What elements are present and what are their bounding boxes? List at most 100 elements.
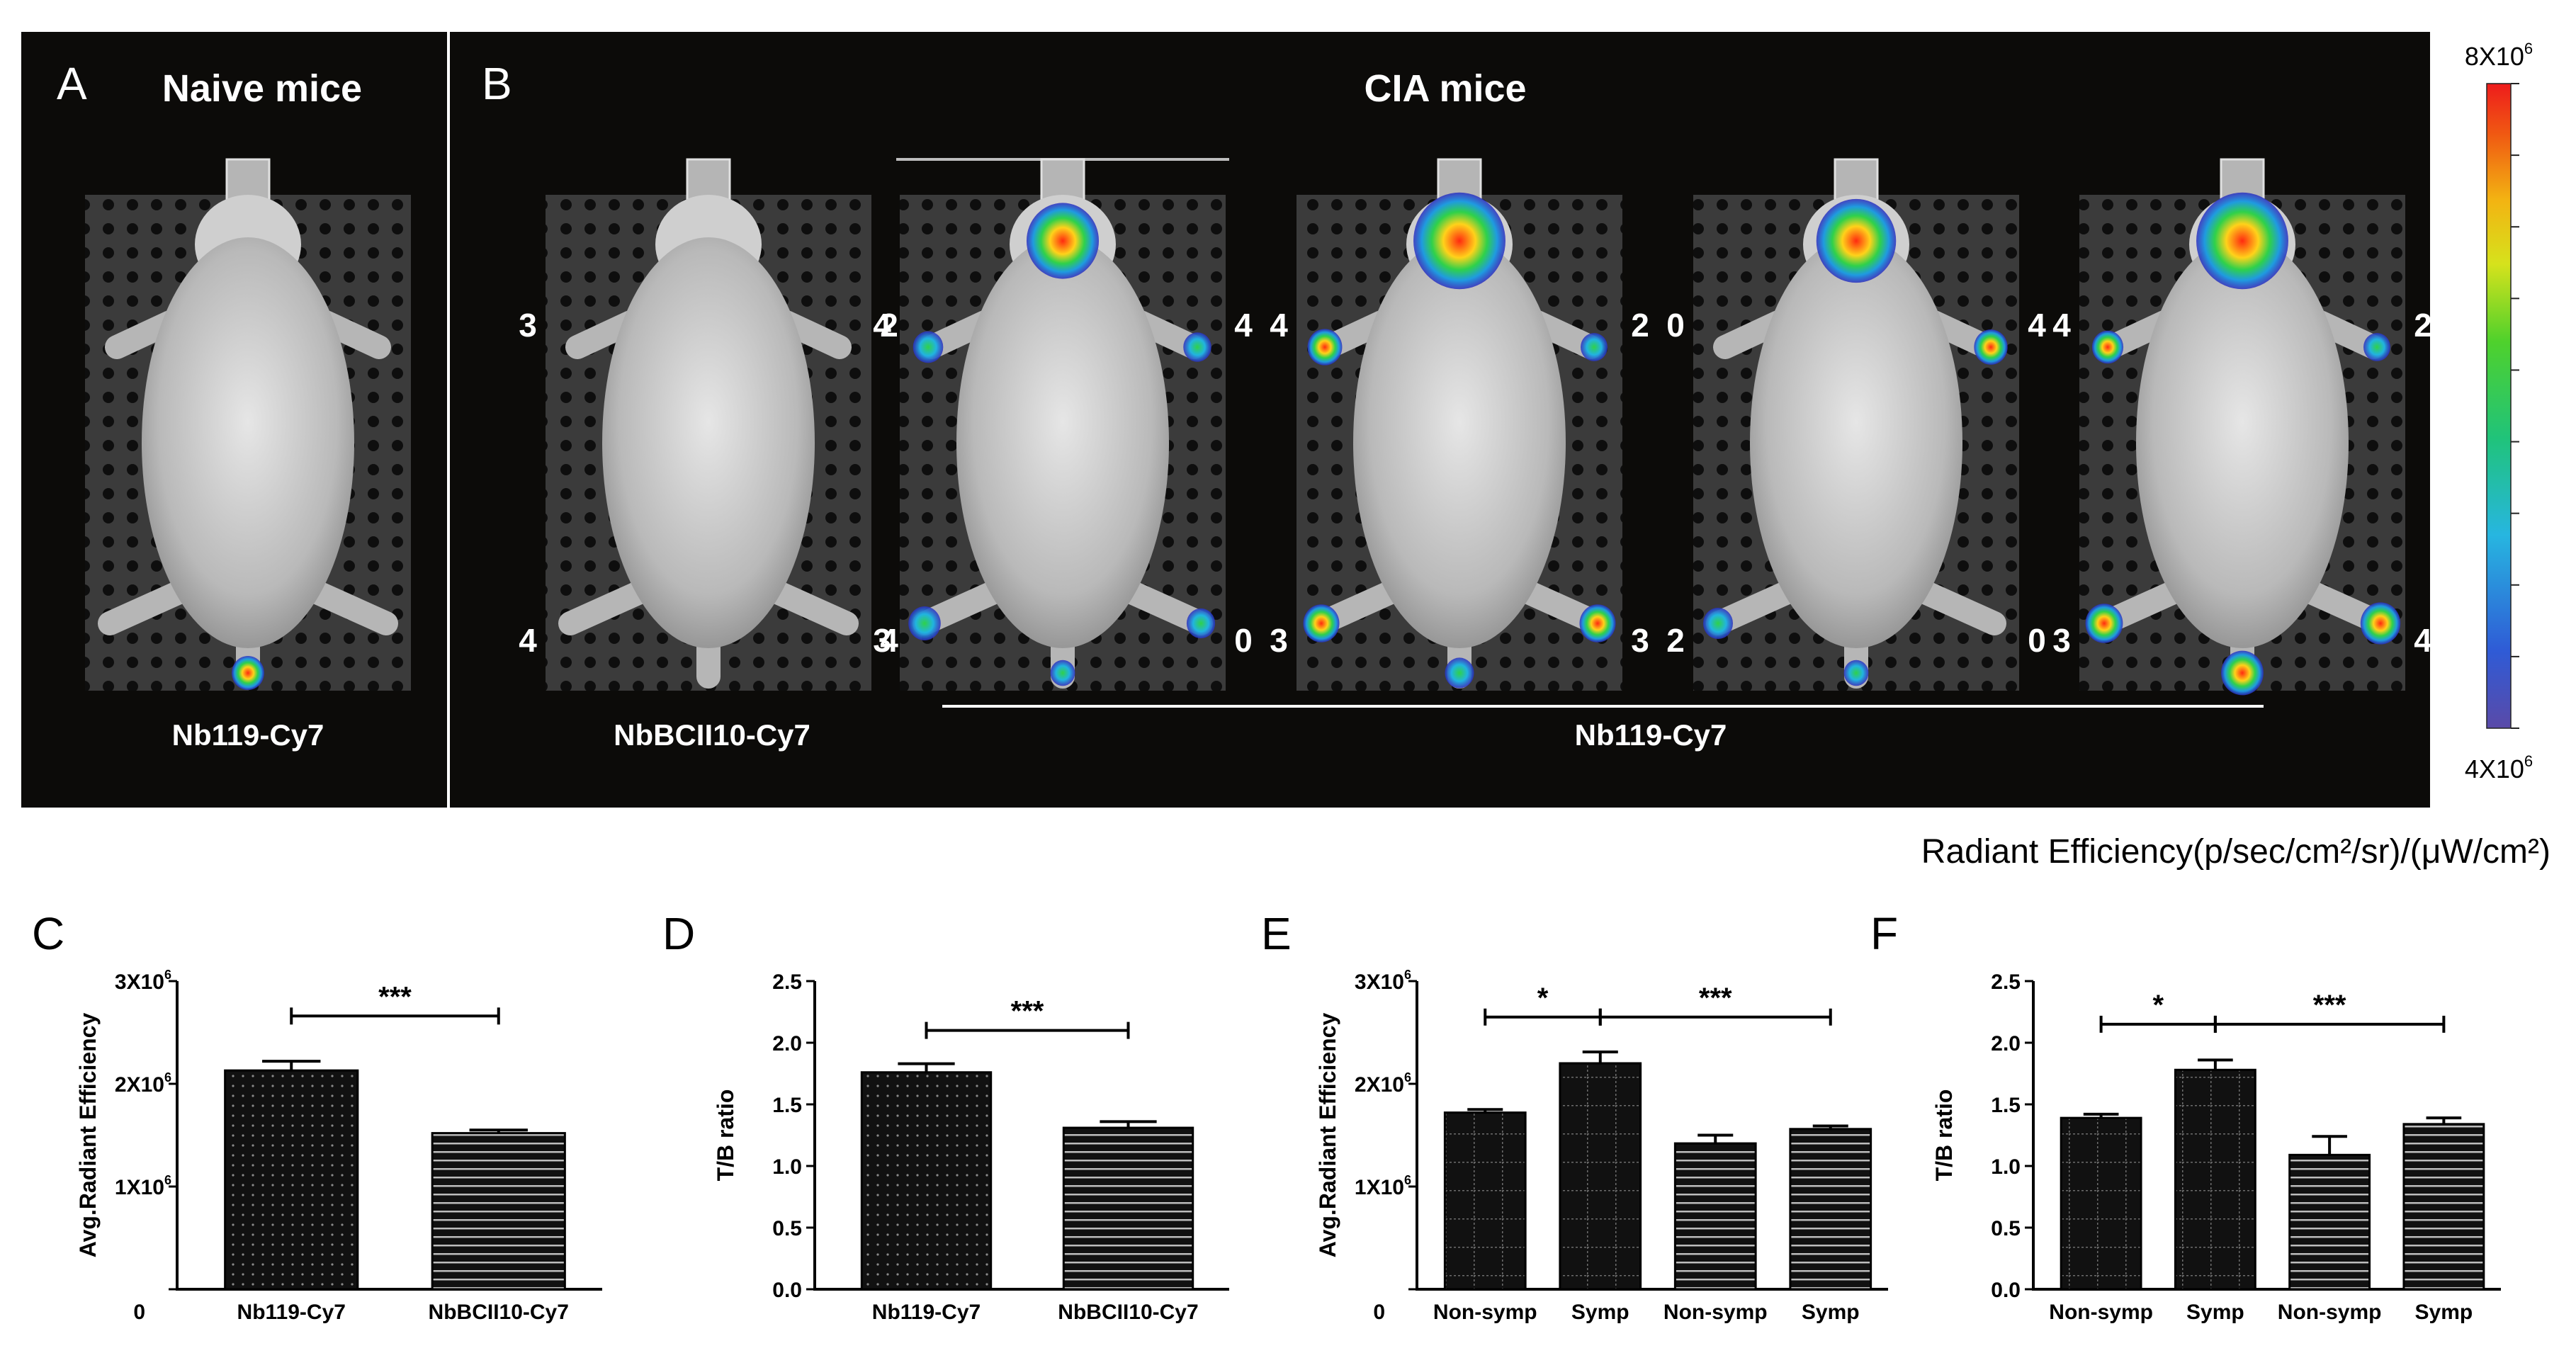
- mouse-body: [956, 237, 1169, 648]
- score-right-front: 2: [880, 307, 898, 344]
- score-left-hind: 3: [1270, 622, 1288, 659]
- mouse-body: [1353, 237, 1566, 648]
- y-tick-label: 0.0: [1991, 1279, 2021, 1302]
- y-tick-label: 1.5: [772, 1094, 802, 1117]
- cia-mice-title: CIA mice: [1364, 67, 1526, 110]
- mouse-image: [85, 158, 411, 691]
- y-axis-label: Avg.Radiant Efficiency: [75, 1013, 101, 1258]
- y-tick-label: 2.5: [1991, 970, 2021, 994]
- significance-label: *: [1537, 983, 1549, 1014]
- x-tick-label: Nb119-Cy7: [237, 1301, 346, 1324]
- bar: [431, 1132, 566, 1291]
- mouse-body: [2136, 237, 2349, 648]
- score-right-hind: 3: [1631, 622, 1649, 659]
- mouse-body: [142, 237, 354, 648]
- bar: [860, 1071, 993, 1291]
- score-right-hind: 4: [2414, 622, 2432, 659]
- score-left-front: 3: [519, 307, 537, 344]
- right-front-signal: [1183, 332, 1211, 362]
- x-tick-label: NbBCII10-Cy7: [429, 1301, 569, 1324]
- bar-chart: D 0.0 0.5 1.0 1.5 2.0 2.5 T/B ratio Nb119-Cy7 NbB…: [662, 908, 1229, 1324]
- left-front-signal: [1307, 329, 1343, 366]
- bar: [1559, 1062, 1642, 1291]
- y-tick-label: 2X106: [115, 1070, 171, 1097]
- y-tick-label: 2.0: [1991, 1032, 2021, 1055]
- head-signal: [1413, 192, 1506, 290]
- y-tick-label: 3X106: [115, 968, 171, 994]
- right-front-signal: [1974, 329, 2008, 365]
- right-hind-signal: [2360, 602, 2401, 645]
- right-hind-leg: [764, 579, 859, 635]
- mouse-image: 4 2 3 4: [2052, 158, 2432, 696]
- y-tick-label: 1.0: [1991, 1155, 2021, 1179]
- left-hind-signal: [1303, 604, 1340, 642]
- colorbar-unit-label: Radiant Efficiency(p/sec/cm²/sr)/(μW/cm²…: [1921, 833, 2550, 871]
- colorbar: 8X106 4X106 Radiant Efficiency(p/sec/cm²…: [1921, 40, 2550, 871]
- mice-layer: 3 24 44 43 04 23 30 42 04 23 4: [85, 158, 2432, 696]
- bar-chart: F 0.0 0.5 1.0 1.5 2.0 2.5 T/B ratio Non-symp Symp…: [1870, 908, 2501, 1324]
- y-tick-label: 0.0: [772, 1279, 802, 1302]
- bar: [224, 1069, 359, 1291]
- x-tick-label: Symp: [2415, 1301, 2473, 1324]
- score-right-hind: 0: [1234, 622, 1253, 659]
- head-signal: [1816, 198, 1897, 283]
- left-hind-leg: [98, 579, 193, 635]
- y-tick-label: 1X106: [1355, 1173, 1411, 1199]
- score-left-hind: 3: [2052, 622, 2071, 659]
- mouse-body: [1750, 237, 1962, 648]
- score-right-front: 4: [1234, 307, 1253, 344]
- x-tick-label: NbBCII10-Cy7: [1058, 1301, 1198, 1324]
- tail-signal: [1843, 659, 1869, 686]
- x-tick-label: Non-symp: [1663, 1301, 1768, 1324]
- significance-label: ***: [1699, 983, 1732, 1014]
- bar: [1062, 1126, 1194, 1291]
- y-tick-label: 2X106: [1355, 1070, 1411, 1097]
- score-left-front: 4: [1270, 307, 1288, 344]
- score-right-hind: 0: [2028, 622, 2046, 659]
- y-axis-label: T/B ratio: [1931, 1089, 1957, 1182]
- bar: [1673, 1142, 1757, 1291]
- bar: [2174, 1068, 2256, 1291]
- naive-probe-label: Nb119-Cy7: [172, 718, 324, 752]
- significance-label: ***: [1011, 996, 1044, 1027]
- x-tick-label: Non-symp: [2278, 1301, 2382, 1324]
- left-hind-leg: [558, 579, 653, 635]
- colorbar-ticks: [2511, 83, 2519, 729]
- mouse-image: 0 4 2 0: [1666, 158, 2046, 691]
- score-right-front: 4: [2028, 307, 2046, 344]
- x-tick-label: Symp: [2186, 1301, 2244, 1324]
- left-front-signal: [913, 331, 944, 363]
- y-axis-label: Avg.Radiant Efficiency: [1315, 1013, 1340, 1258]
- left-hind-signal: [1703, 607, 1733, 640]
- x-tick-label: Symp: [1802, 1301, 1860, 1324]
- colorbar-min-label: 4X106: [2465, 752, 2533, 783]
- x-tick-label: Non-symp: [2049, 1301, 2153, 1324]
- x-tick-label: Nb119-Cy7: [872, 1301, 981, 1324]
- tail-signal: [1050, 659, 1075, 686]
- control-probe-label: NbBCII10-Cy7: [614, 718, 810, 752]
- score-right-front: 2: [1631, 307, 1649, 344]
- panel-letter: D: [662, 908, 695, 959]
- right-hind-signal: [1186, 608, 1216, 639]
- score-right-hind: 4: [880, 622, 898, 659]
- y-tick-label: 1.0: [772, 1155, 802, 1179]
- significance-label: ***: [2313, 990, 2346, 1021]
- y-tick-label: 0: [133, 1301, 145, 1324]
- left-hind-signal: [908, 606, 941, 640]
- y-axis-label: T/B ratio: [713, 1089, 738, 1182]
- x-tick-label: Symp: [1571, 1301, 1629, 1324]
- left-front-signal: [2091, 330, 2124, 364]
- right-hind-leg: [303, 579, 398, 635]
- x-tick-label: Non-symp: [1433, 1301, 1537, 1324]
- head-signal: [2196, 192, 2288, 290]
- right-front-signal: [1581, 333, 1608, 361]
- charts-layer: C 0 1X106 2X106 3X106 Avg.Radiant Efficiency N…: [32, 908, 2501, 1324]
- y-tick-label: 0: [1373, 1301, 1385, 1324]
- head-signal: [1026, 203, 1100, 279]
- bar-chart: C 0 1X106 2X106 3X106 Avg.Radiant Efficiency N…: [32, 908, 602, 1324]
- y-tick-label: 0.5: [1991, 1217, 2021, 1240]
- y-tick-label: 3X106: [1355, 968, 1411, 994]
- score-left-front: 0: [1666, 307, 1685, 344]
- y-tick-label: 2.5: [772, 970, 802, 994]
- tail-signal: [1445, 657, 1474, 689]
